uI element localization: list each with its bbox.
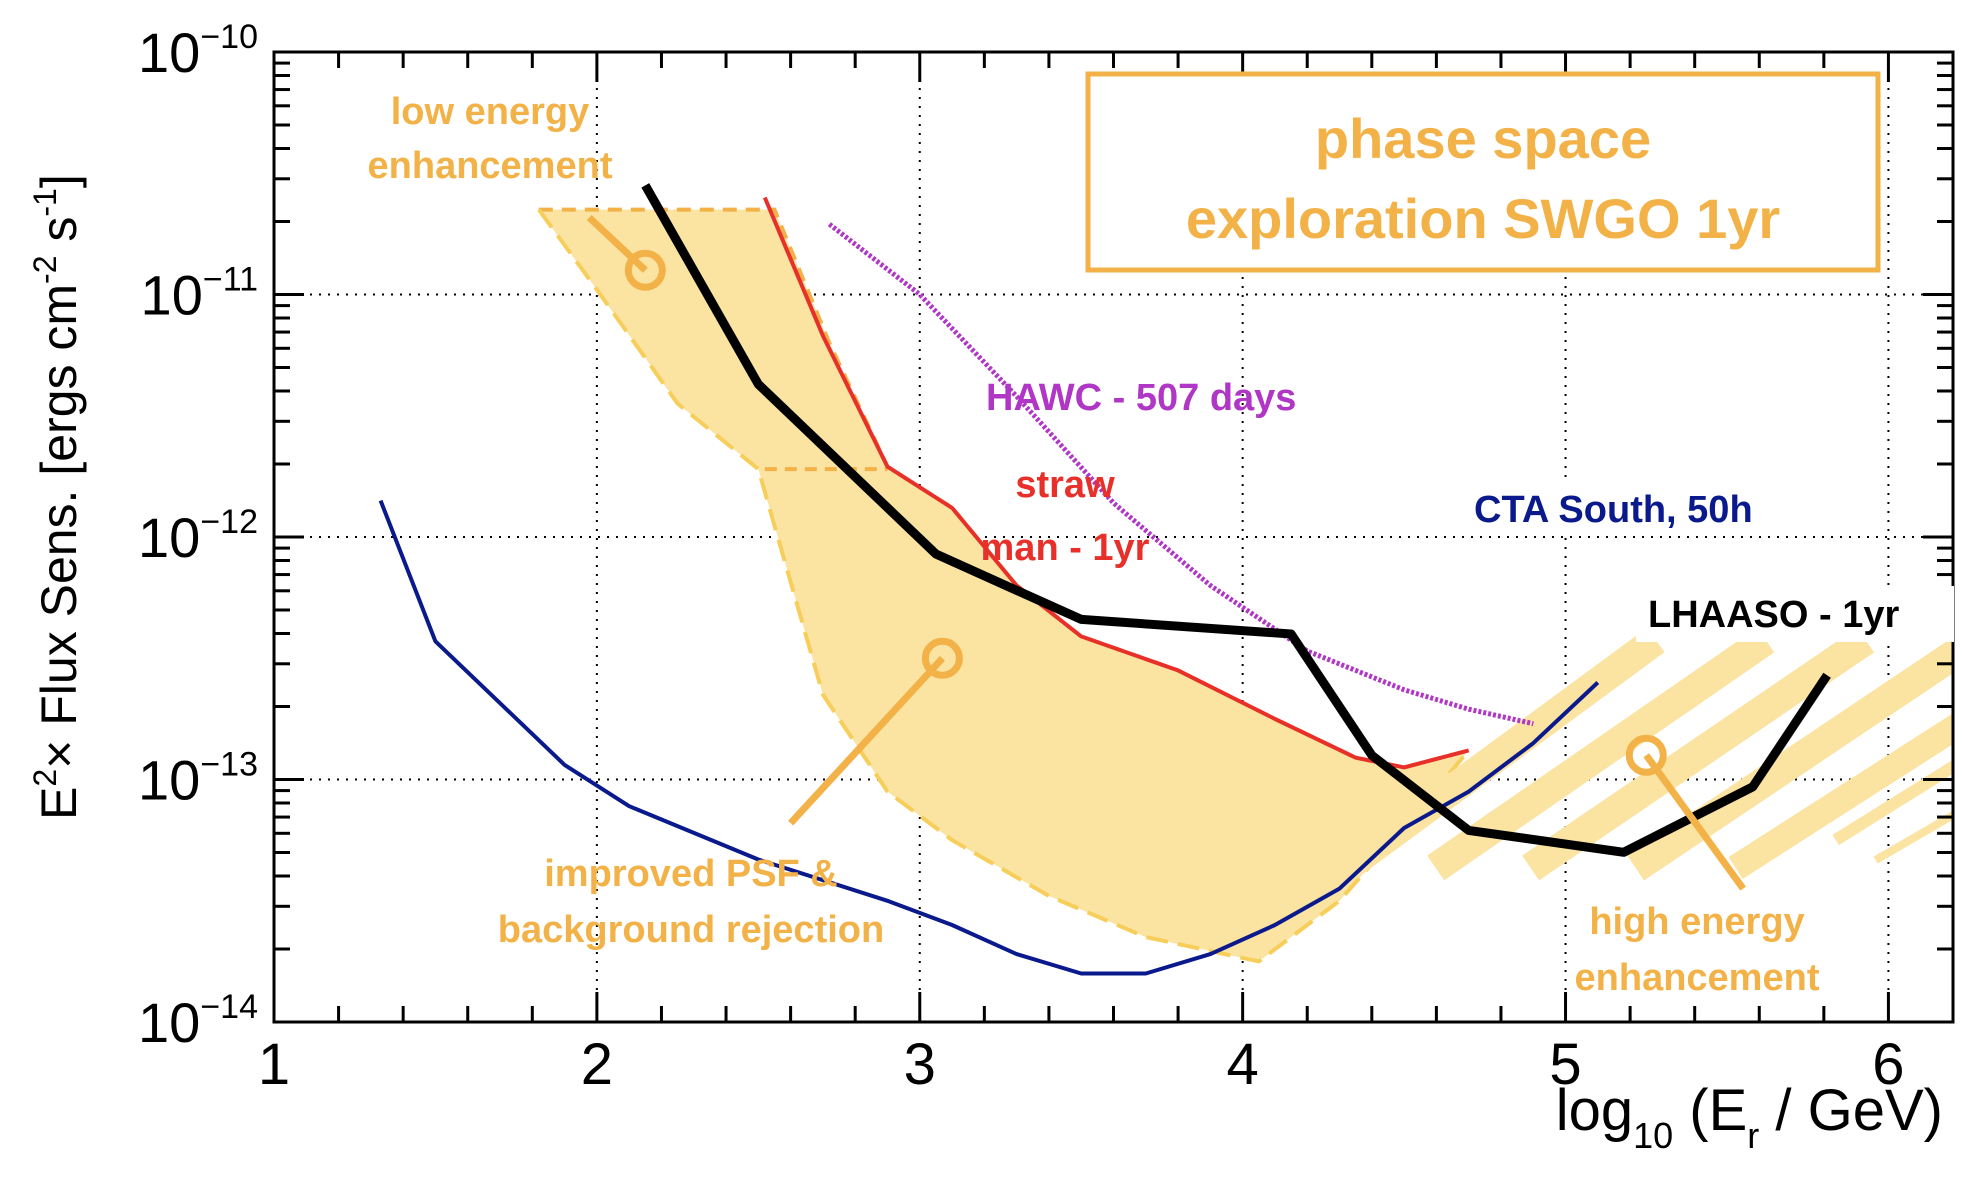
- cta-south-line: [378, 499, 1600, 976]
- strawman-label-line-2: man - 1yr: [981, 527, 1150, 569]
- x-tick-label: 6: [1872, 1032, 1904, 1097]
- y-tick-label: 10−11: [141, 261, 258, 327]
- hatch-stripe-6: [1873, 810, 1953, 864]
- annotation-pointer-high: [1643, 753, 1746, 891]
- x-tick-label: 1: [258, 1032, 290, 1097]
- annotation-circle-psf: [921, 637, 963, 679]
- y-tick-label: 10−14: [138, 988, 258, 1054]
- low-energy-label-line-2: enhancement: [368, 145, 613, 187]
- hawc-line: [827, 222, 1534, 727]
- high-energy-label-line-1: high energy: [1589, 901, 1804, 943]
- hatch-stripe-4: [1728, 713, 1953, 879]
- hatch-stripe-5: [1832, 759, 1953, 846]
- lhaaso-label-bg: [1636, 586, 1954, 642]
- lhaaso-line: [641, 183, 1831, 857]
- lhaaso-label: LHAASO - 1yr: [1648, 594, 1899, 636]
- grid: [274, 52, 1953, 1022]
- y-tick-label: 10−10: [138, 18, 258, 84]
- psf-label-line-2: background rejection: [498, 909, 884, 951]
- x-tick-label: 5: [1549, 1032, 1581, 1097]
- title-line-1: phase space: [1315, 107, 1651, 170]
- strawman-label-line-1: straw: [1015, 464, 1115, 506]
- psf-label-line-1: improved PSF &: [544, 853, 838, 895]
- swgo-lower-edge: [537, 208, 1471, 964]
- y-tick-label: 10−12: [138, 503, 258, 569]
- high-energy-label-line-2: enhancement: [1575, 957, 1820, 999]
- y-tick-label: 10−13: [138, 746, 258, 812]
- cta-label: CTA South, 50h: [1474, 489, 1753, 531]
- annotation-pointer-low: [586, 214, 648, 273]
- low-energy-label-line-1: low energy: [391, 91, 590, 133]
- x-axis-label: log10 (Er / GeV): [1556, 1078, 1943, 1156]
- annotation-pointer-psf: [788, 655, 945, 826]
- annotation-circle-low: [624, 249, 666, 291]
- x-tick-label: 2: [581, 1032, 613, 1097]
- title-box: [1085, 71, 1881, 273]
- hatch-stripe-0: [1336, 627, 1665, 881]
- x-tick-label: 3: [904, 1032, 936, 1097]
- axis-ticks: 1 2 3 4 5 6 10−14 10−13 10−12 10−11 10−10: [138, 18, 1955, 1097]
- annotation-circle-high: [1625, 734, 1667, 776]
- hatch-stripe-3: [1627, 637, 1953, 881]
- hawc-label: HAWC - 507 days: [986, 377, 1296, 419]
- hatch-stripe-2: [1522, 627, 1875, 881]
- plot-area: [378, 183, 1953, 976]
- y-axis-label: E2× Flux Sens. [ergs cm-2 s-1]: [27, 174, 87, 820]
- x-tick-label: 4: [1227, 1032, 1259, 1097]
- annotation-markers: [586, 214, 1746, 891]
- cta-label-bg: [1462, 482, 1822, 532]
- title-line-2: exploration SWGO 1yr: [1186, 187, 1780, 250]
